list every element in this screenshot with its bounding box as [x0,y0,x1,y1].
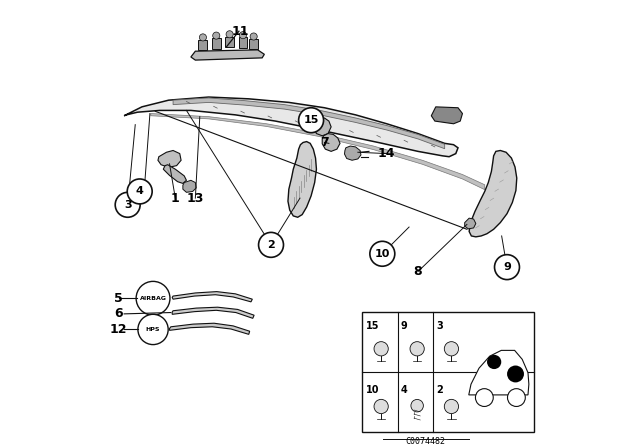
Polygon shape [469,151,516,237]
Polygon shape [124,97,458,157]
Circle shape [476,389,493,406]
Circle shape [239,32,246,39]
Circle shape [374,399,388,414]
Circle shape [226,31,233,38]
Text: 10: 10 [365,385,380,395]
Circle shape [127,179,152,204]
Circle shape [138,314,168,345]
Text: 14: 14 [378,147,396,160]
Circle shape [212,32,220,39]
Text: 4: 4 [401,385,408,395]
Text: 8: 8 [413,265,422,278]
Text: C0074482: C0074482 [406,437,445,446]
FancyBboxPatch shape [362,312,534,432]
Polygon shape [315,118,331,136]
Text: 9: 9 [401,321,408,331]
Circle shape [444,342,458,356]
Circle shape [299,108,324,133]
Polygon shape [322,134,340,151]
Text: 1: 1 [171,192,180,205]
Text: 9: 9 [503,262,511,272]
Text: AIRBAG: AIRBAG [140,296,166,301]
Polygon shape [465,218,476,229]
Circle shape [495,254,520,280]
Circle shape [507,366,524,383]
Circle shape [115,192,140,217]
Text: 10: 10 [374,249,390,259]
FancyBboxPatch shape [225,36,234,47]
Circle shape [136,281,170,315]
Circle shape [370,241,395,266]
Circle shape [444,399,458,414]
Circle shape [199,34,207,41]
Polygon shape [172,307,254,319]
FancyBboxPatch shape [239,37,248,48]
Polygon shape [172,292,252,302]
FancyBboxPatch shape [249,39,258,49]
Text: 5: 5 [115,292,123,305]
Polygon shape [173,98,445,149]
Polygon shape [163,165,186,183]
Circle shape [411,400,424,412]
FancyBboxPatch shape [198,39,207,50]
Polygon shape [183,180,196,192]
Circle shape [374,342,388,356]
Text: 7: 7 [320,136,329,149]
Text: 2: 2 [267,240,275,250]
Text: 12: 12 [110,323,127,336]
Text: 6: 6 [115,307,123,320]
Circle shape [410,342,424,356]
Polygon shape [288,142,316,217]
Polygon shape [170,323,250,334]
Polygon shape [151,113,484,190]
Text: 3: 3 [436,321,443,331]
Text: HPS: HPS [146,327,160,332]
Circle shape [508,389,525,406]
Polygon shape [431,107,463,124]
Polygon shape [191,50,264,60]
Text: 15: 15 [303,115,319,125]
Text: 3: 3 [124,200,131,210]
Circle shape [259,233,284,257]
FancyBboxPatch shape [212,38,221,48]
Text: 2: 2 [436,385,443,395]
Polygon shape [344,146,361,160]
Polygon shape [158,151,181,168]
Text: 13: 13 [187,192,204,205]
Circle shape [250,33,257,40]
Polygon shape [468,350,529,395]
Circle shape [487,355,501,369]
Text: 11: 11 [231,25,248,38]
Text: 15: 15 [365,321,380,331]
Text: 4: 4 [136,186,143,196]
